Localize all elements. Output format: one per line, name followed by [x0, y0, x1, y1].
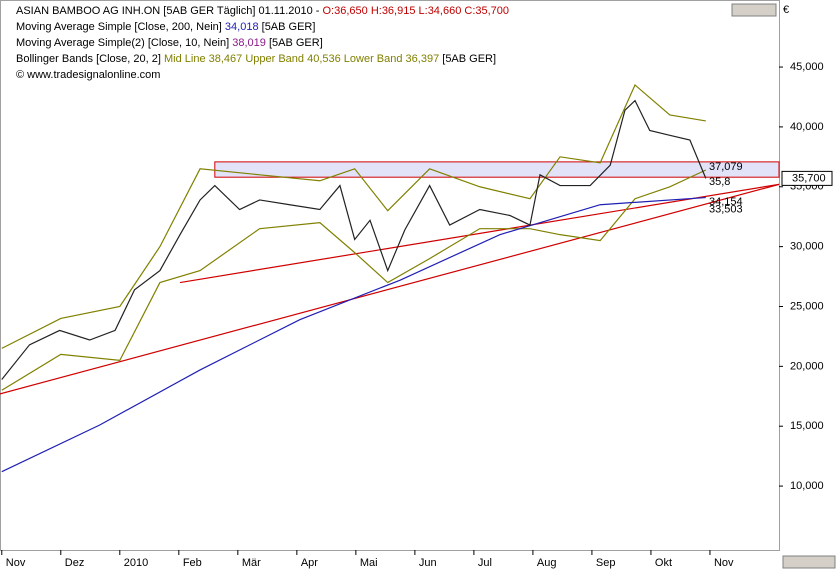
header-line: ASIAN BAMBOO AG INH.ON [5AB GER Täglich]… — [16, 5, 509, 17]
x-tick-label: Apr — [301, 557, 318, 569]
header-value-text: O:36,650 H:36,915 L:34,660 C:35,700 — [323, 5, 510, 17]
header-text: © www.tradesignalonline.com — [16, 69, 160, 81]
header-suffix: [5AB GER] — [439, 53, 496, 65]
x-tick-label: Okt — [655, 557, 672, 569]
price-tag — [781, 170, 833, 186]
x-tick-label: Sep — [596, 557, 616, 569]
x-tick-label: Mai — [360, 557, 378, 569]
x-tick-label: Jun — [419, 557, 437, 569]
trendline — [179, 183, 780, 284]
y-tick-label: 15,000 — [790, 420, 824, 432]
x-tick-label: Dez — [65, 557, 85, 569]
x-tick-label: Mär — [242, 557, 261, 569]
nav-buttons[interactable] — [731, 3, 836, 569]
x-tick-label: Aug — [537, 557, 557, 569]
annotation: 33,503 — [709, 204, 743, 216]
price-tag-label: 35,700 — [792, 172, 826, 184]
x-tick-label: 2010 — [124, 557, 148, 569]
trendline — [0, 183, 780, 395]
header-value-text: 38,019 — [232, 37, 266, 49]
y-tick-label: 10,000 — [790, 480, 824, 492]
header-text: ASIAN BAMBOO AG INH.ON [5AB GER Täglich]… — [16, 5, 323, 17]
zone — [214, 161, 780, 178]
annotation: 35,8 — [709, 176, 730, 188]
y-tick-label: 25,000 — [790, 300, 824, 312]
header-suffix: [5AB GER] — [259, 21, 316, 33]
plot-area — [0, 0, 780, 551]
header-text: Bollinger Bands [Close, 20, 2] — [16, 53, 164, 65]
series-line — [1, 84, 706, 349]
header-line: Moving Average Simple [Close, 200, Nein]… — [16, 21, 315, 33]
x-tick-label: Jul — [478, 557, 492, 569]
header-text: Moving Average Simple(2) [Close, 10, Nei… — [16, 37, 232, 49]
y-tick-label: 30,000 — [790, 241, 824, 253]
series-line — [1, 99, 707, 380]
header-line: Bollinger Bands [Close, 20, 2] Mid Line … — [16, 53, 496, 65]
currency: € — [783, 4, 789, 16]
series-line — [1, 196, 706, 473]
header-line: Moving Average Simple(2) [Close, 10, Nei… — [16, 37, 323, 49]
header: ASIAN BAMBOO AG INH.ON [5AB GER Täglich]… — [16, 5, 509, 81]
header-value-text: 34,018 — [225, 21, 259, 33]
header-value-text: Mid Line 38,467 Upper Band 40,536 Lower … — [164, 53, 439, 65]
series-line — [1, 169, 707, 391]
header-suffix: [5AB GER] — [266, 37, 323, 49]
x-tick-label: Nov — [714, 557, 734, 569]
y-tick-label: 20,000 — [790, 360, 824, 372]
header-line: © www.tradesignalonline.com — [16, 69, 160, 81]
y-tick-label: 40,000 — [790, 121, 824, 133]
annotation: 37,079 — [709, 161, 743, 173]
x-tick-label: Nov — [6, 557, 26, 569]
x-tick-label: Feb — [183, 557, 202, 569]
y-tick-label: 45,000 — [790, 61, 824, 73]
annotation: 34,154 — [709, 196, 743, 208]
header-text: Moving Average Simple [Close, 200, Nein] — [16, 21, 225, 33]
